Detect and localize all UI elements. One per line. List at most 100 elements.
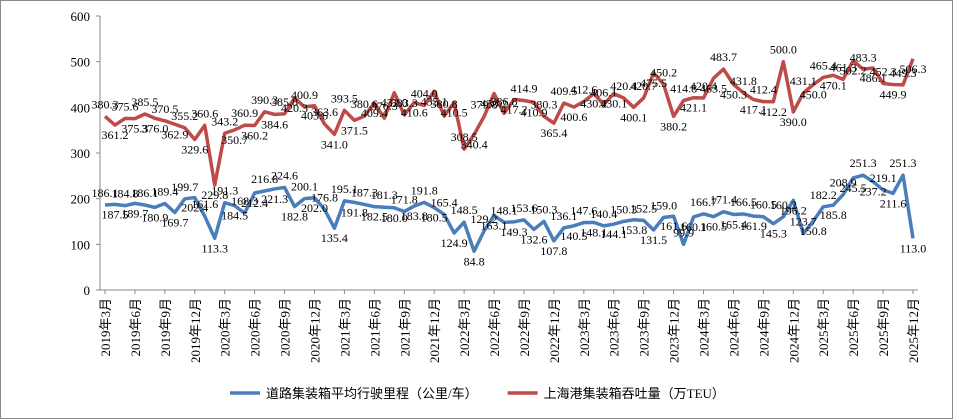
data-label: 180.0 — [381, 211, 408, 225]
data-label: 187.3 — [351, 185, 378, 199]
data-label: 150.8 — [800, 224, 827, 238]
data-label: 435.1 — [421, 94, 448, 108]
x-tick-label: 2019年6月 — [128, 298, 143, 357]
data-label: 180.9 — [141, 210, 168, 224]
data-label: 400.6 — [560, 110, 587, 124]
data-label: 161.6 — [660, 219, 687, 233]
data-label: 393.5 — [331, 91, 358, 105]
data-label: 181.3 — [371, 188, 398, 202]
data-label: 221.3 — [261, 192, 288, 206]
data-label: 461.3 — [830, 60, 857, 74]
x-tick-label: 2022年6月 — [487, 298, 502, 357]
data-label: 183.8 — [401, 209, 428, 223]
data-label: 360.2 — [241, 129, 268, 143]
data-label: 145.3 — [760, 227, 787, 241]
data-label: 465.4 — [810, 58, 837, 72]
x-tick-label: 2024年12月 — [786, 298, 801, 363]
data-label: 196.2 — [780, 203, 807, 217]
y-tick-label: 400 — [71, 100, 91, 115]
data-label: 420.4 — [690, 79, 717, 93]
data-label: 171.4 — [710, 193, 737, 207]
x-tick-label: 2025年3月 — [816, 298, 831, 357]
data-label: 371.5 — [341, 123, 368, 137]
data-label: 414.8 — [670, 82, 697, 96]
data-label: 159.0 — [650, 198, 677, 212]
x-tick-label: 2023年12月 — [667, 298, 682, 363]
data-label: 308.5 — [451, 130, 478, 144]
x-tick-label: 2022年3月 — [457, 298, 472, 357]
data-label: 161.9 — [740, 219, 767, 233]
data-label: 379.8 — [471, 98, 498, 112]
data-label: 386.8 — [491, 94, 518, 108]
x-tick-label: 2025年12月 — [906, 298, 921, 363]
data-label: 160.1 — [680, 220, 707, 234]
data-label: 152.5 — [630, 201, 657, 215]
data-label: 219.1 — [870, 171, 897, 185]
data-label: 432.0 — [381, 96, 408, 110]
data-label: 450.3 — [720, 87, 747, 101]
data-label: 483.3 — [850, 50, 877, 64]
data-label: 400.9 — [291, 88, 318, 102]
data-label: 412.4 — [750, 83, 777, 97]
data-label: 384.6 — [261, 117, 288, 131]
data-label: 486.1 — [860, 71, 887, 85]
data-label: 148.1 — [580, 225, 607, 239]
data-label: 406.1 — [590, 86, 617, 100]
data-label: 132.6 — [520, 232, 547, 246]
x-tick-label: 2020年12月 — [307, 298, 322, 363]
data-label: 403.6 — [301, 109, 328, 123]
x-tick-label: 2024年9月 — [756, 298, 771, 357]
data-label: 449.3 — [890, 66, 917, 80]
data-label: 350.7 — [221, 133, 248, 147]
data-label: 150.3 — [610, 202, 637, 216]
data-label: 380.8 — [431, 97, 458, 111]
y-tick-label: 100 — [71, 237, 91, 252]
data-label: 191.8 — [411, 183, 438, 197]
data-label: 160.5 — [700, 220, 727, 234]
data-label: 340.4 — [461, 138, 488, 152]
data-label: 502.2 — [840, 64, 867, 78]
data-label: 375.6 — [111, 99, 138, 113]
data-label: 140.5 — [560, 229, 587, 243]
data-label: 385.5 — [131, 95, 158, 109]
data-label: 189.7 — [121, 206, 148, 220]
data-label: 187.5 — [101, 207, 128, 221]
x-tick-label: 2021年12月 — [427, 298, 442, 363]
data-label: 355.2 — [171, 109, 198, 123]
data-label: 150.3 — [530, 202, 557, 216]
x-tick-label: 2021年3月 — [337, 298, 352, 357]
data-label: 182.5 — [361, 210, 388, 224]
data-label: 410.5 — [441, 106, 468, 120]
data-label: 390.3 — [251, 93, 278, 107]
data-label: 450.2 — [650, 65, 677, 79]
data-label: 166.7 — [690, 195, 717, 209]
data-label: 361.2 — [101, 128, 128, 142]
data-label: 341.0 — [321, 137, 348, 151]
data-label: 165.4 — [431, 195, 458, 209]
data-label: 430.2 — [580, 97, 607, 111]
data-label: 161.6 — [191, 197, 218, 211]
data-label: 153.6 — [510, 201, 537, 215]
data-label: 390.0 — [780, 115, 807, 129]
data-label: 113.0 — [900, 241, 927, 255]
data-label: 171.8 — [391, 193, 418, 207]
data-label: 163.1 — [481, 219, 508, 233]
data-label: 135.4 — [321, 231, 348, 245]
data-label: 185.8 — [820, 208, 847, 222]
data-label: 229.8 — [201, 188, 228, 202]
data-label: 216.8 — [251, 172, 278, 186]
x-tick-label: 2019年12月 — [188, 298, 203, 363]
data-label: 410.6 — [401, 105, 428, 119]
data-label: 168.3 — [231, 194, 258, 208]
data-label: 360.9 — [231, 106, 258, 120]
data-label: 329.6 — [181, 142, 208, 156]
data-label: 376.0 — [141, 121, 168, 135]
data-label: 412.6 — [570, 83, 597, 97]
data-label: 182.2 — [810, 188, 837, 202]
data-label: 404.0 — [411, 87, 438, 101]
data-label: 251.3 — [850, 156, 877, 170]
x-tick-label: 2023年3月 — [577, 298, 592, 357]
series-line — [104, 173, 915, 254]
data-label: 475.5 — [640, 76, 667, 90]
